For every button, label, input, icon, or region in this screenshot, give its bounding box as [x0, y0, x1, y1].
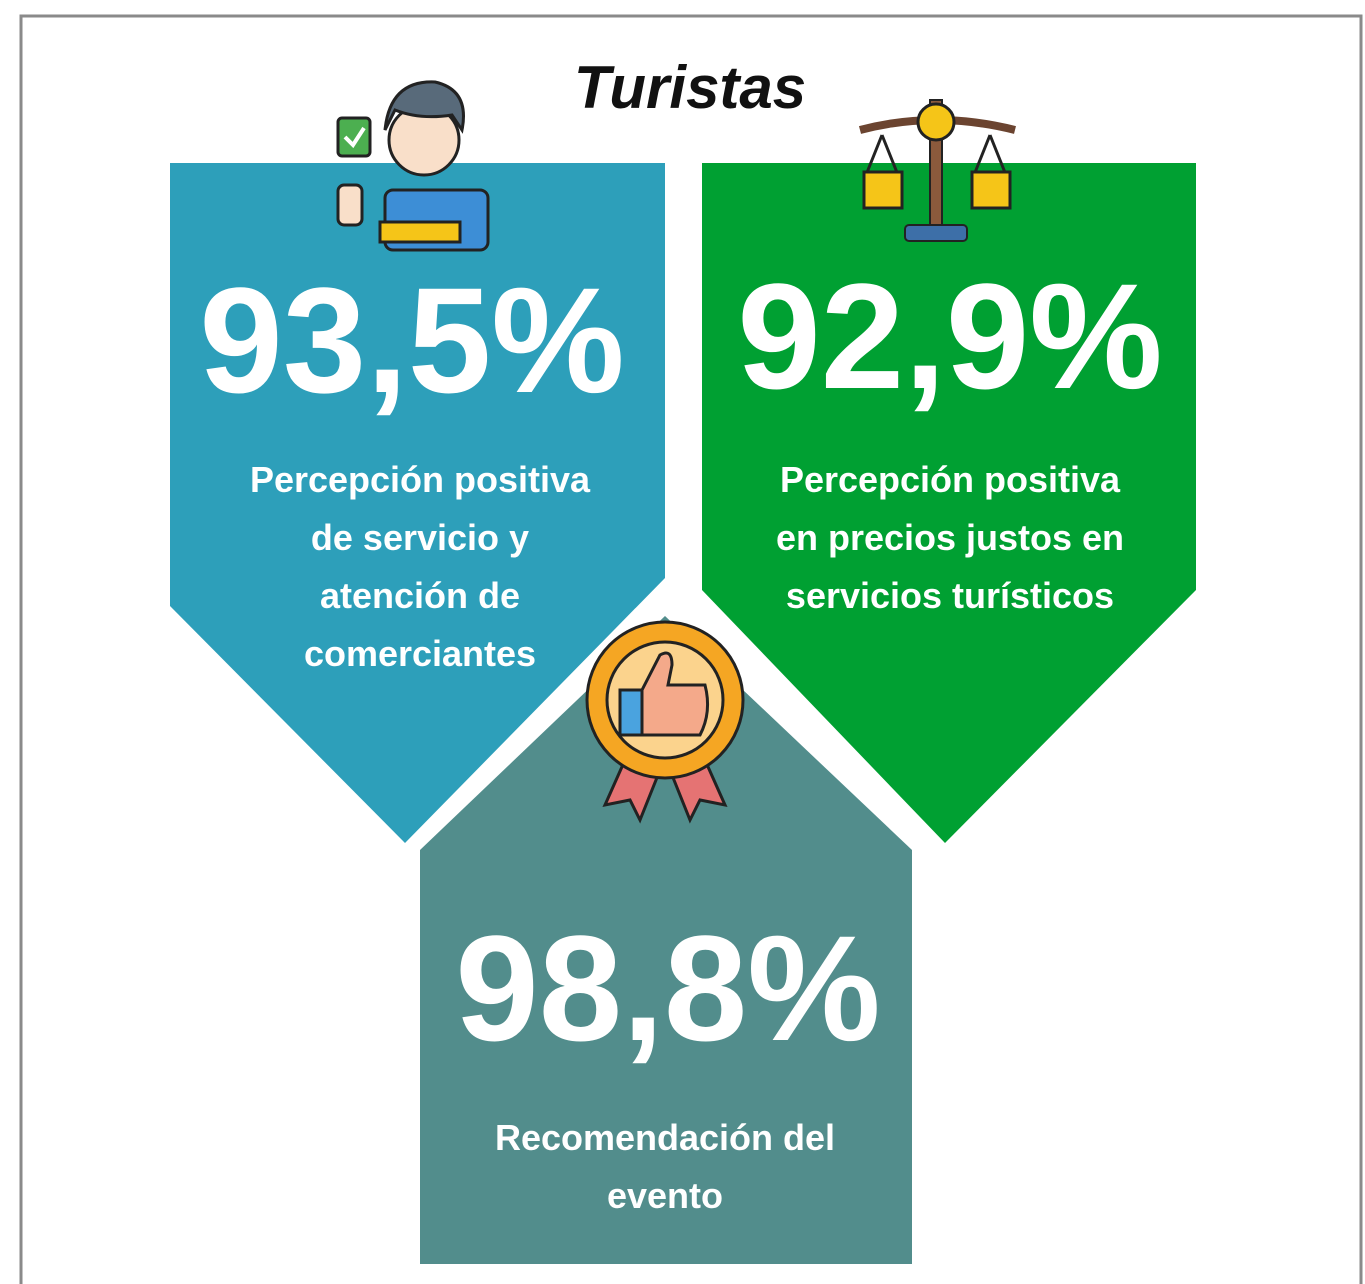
- card-label: en precios justos en: [776, 517, 1124, 558]
- scale-icon: [858, 99, 1016, 242]
- card-label: Recomendación del: [495, 1117, 835, 1158]
- medal-icon: [585, 620, 745, 824]
- card-shape-teal: [420, 616, 912, 1264]
- card-label: atención de: [320, 575, 520, 616]
- card-label: Percepción positiva: [250, 459, 591, 500]
- card-value: 92,9%: [737, 252, 1162, 420]
- card-label: evento: [607, 1175, 723, 1216]
- card-shape-green: [702, 163, 1196, 843]
- card-label: comerciantes: [304, 633, 536, 674]
- card-shape-blue: [170, 163, 665, 843]
- frame: [19, 14, 1363, 1284]
- card-label: de servicio y: [311, 517, 529, 558]
- card-value: 98,8%: [455, 904, 880, 1072]
- card-label: servicios turísticos: [786, 575, 1114, 616]
- card-value: 93,5%: [199, 256, 624, 424]
- card-label: Percepción positiva: [780, 459, 1121, 500]
- service-icon: [336, 80, 490, 252]
- title: Turistas: [574, 54, 806, 121]
